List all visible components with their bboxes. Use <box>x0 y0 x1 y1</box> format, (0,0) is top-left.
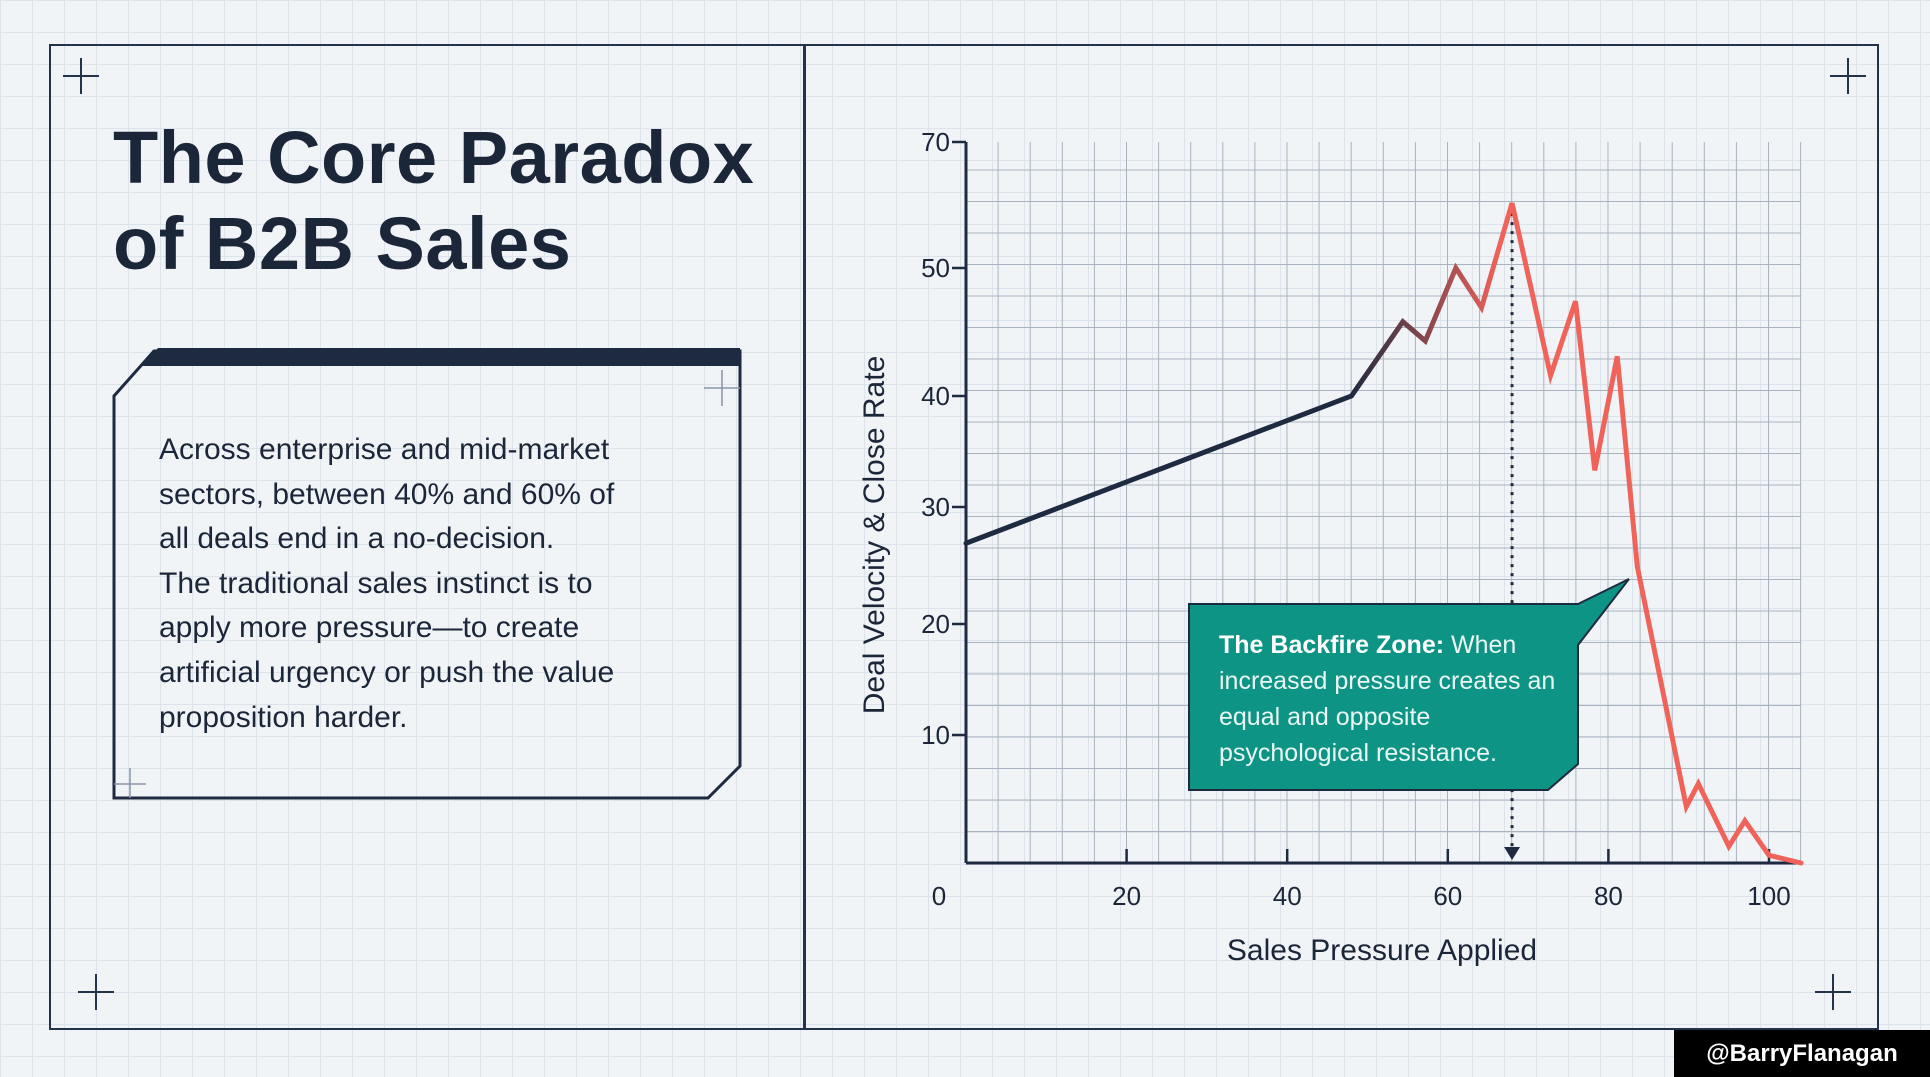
title-line: The Core Paradox <box>113 116 755 199</box>
y-axis-label: Deal Velocity & Close Rate <box>858 356 891 715</box>
text-line: artificial urgency or push the value <box>159 655 615 689</box>
x-tick-label: 80 <box>1594 881 1623 911</box>
text-line: Across enterprise and mid-market <box>159 433 610 466</box>
slide-frame <box>49 44 1879 1030</box>
text-line: The traditional sales instinct is to <box>159 566 593 600</box>
corner-plus-icon <box>78 974 114 1010</box>
y-tick-label: 10 <box>921 720 950 750</box>
y-tick-label: 70 <box>921 127 950 157</box>
backfire-zone-callout: The Backfire Zone: When increased pressu… <box>1219 627 1559 771</box>
y-tick-label: 20 <box>921 609 950 639</box>
corner-plus-icon <box>1830 58 1866 94</box>
author-watermark: @BarryFlanagan <box>1674 1030 1930 1077</box>
callout-title: The Backfire Zone: <box>1219 631 1445 659</box>
title-line: of B2B Sales <box>113 202 572 285</box>
x-tick-label: 100 <box>1747 881 1790 911</box>
arrow-down-icon <box>1504 847 1521 860</box>
panel-divider <box>803 44 806 1030</box>
x-tick-label: 0 <box>932 881 946 911</box>
text-line: proposition harder. <box>159 700 408 734</box>
callout-box <box>1188 578 1630 791</box>
card-border <box>112 348 742 800</box>
text-line: apply more pressure—to create <box>159 611 580 645</box>
description-card: Across enterprise and mid-market sectors… <box>112 348 742 800</box>
y-tick-label: 30 <box>921 492 950 522</box>
text-line: sectors, between 40% and 60% of <box>159 477 615 511</box>
x-tick-label: 40 <box>1273 881 1302 911</box>
y-tick-label: 40 <box>921 381 950 411</box>
x-axis-label: Sales Pressure Applied <box>1227 934 1537 967</box>
description-text: Across enterprise and mid-market sectors… <box>159 428 699 740</box>
corner-plus-icon <box>63 58 99 94</box>
x-tick-label: 60 <box>1433 881 1462 911</box>
page-title: The Core Paradox of B2B Sales <box>113 115 754 287</box>
callout-text: When increased pressure creates an equal… <box>1219 631 1556 767</box>
corner-plus-icon <box>1815 974 1851 1010</box>
text-line: all deals end in a no-decision. <box>159 522 555 556</box>
series-line <box>963 202 1804 866</box>
x-tick-label: 20 <box>1112 881 1141 911</box>
y-tick-label: 50 <box>921 253 950 283</box>
